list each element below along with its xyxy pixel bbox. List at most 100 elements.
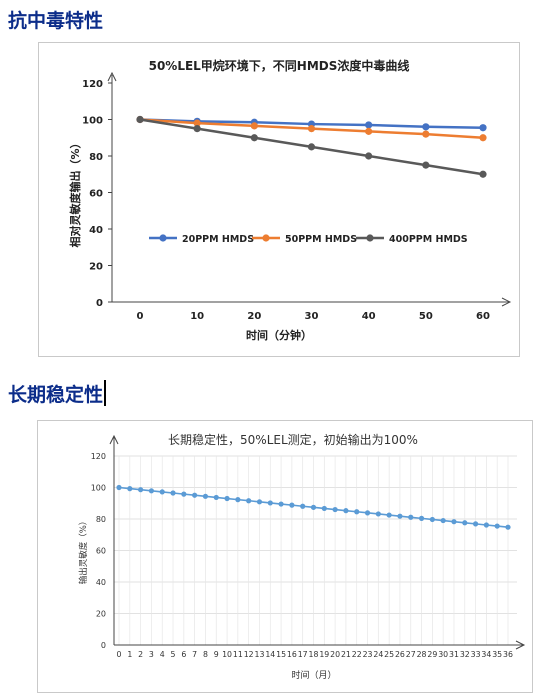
y-tick-label: 0 xyxy=(101,641,106,650)
x-tick-label: 24 xyxy=(373,650,383,659)
chart-title: 50%LEL甲烷环境下，不同HMDS浓度中毒曲线 xyxy=(149,58,410,73)
data-point xyxy=(494,523,500,529)
data-point xyxy=(505,524,511,530)
data-point xyxy=(397,513,403,519)
x-tick-label: 9 xyxy=(214,650,219,659)
y-tick-label: 80 xyxy=(96,515,106,524)
data-point xyxy=(148,488,155,494)
data-point xyxy=(321,505,327,512)
x-tick-label: 8 xyxy=(203,650,208,659)
data-point xyxy=(422,130,430,138)
stability-title-text: 长期稳定性 xyxy=(8,384,104,406)
y-tick-label: 100 xyxy=(82,116,103,127)
data-point xyxy=(365,121,373,129)
data-point xyxy=(365,152,373,160)
data-point xyxy=(310,504,317,510)
data-point xyxy=(235,497,241,503)
data-point xyxy=(250,122,258,130)
x-tick-label: 5 xyxy=(171,650,176,659)
x-tick-label: 22 xyxy=(352,650,362,659)
data-point xyxy=(422,123,430,131)
data-point xyxy=(256,499,263,505)
y-tick-label: 80 xyxy=(89,152,103,163)
x-tick-label: 11 xyxy=(233,650,243,659)
y-axis-arrow xyxy=(107,71,117,82)
x-tick-label: 0 xyxy=(117,650,122,659)
y-axis-label: 相对灵敏度输出（%） xyxy=(68,137,82,247)
data-point xyxy=(138,487,144,493)
data-point xyxy=(192,492,198,498)
legend-label: 20PPM HMDS xyxy=(182,234,254,245)
y-tick-label: 0 xyxy=(96,298,103,309)
x-tick-label: 31 xyxy=(449,650,459,659)
y-tick-label: 20 xyxy=(89,262,103,273)
y-tick-label: 40 xyxy=(96,578,106,587)
y-tick-label: 120 xyxy=(82,79,103,90)
x-axis-arrow xyxy=(515,640,526,650)
data-point xyxy=(127,486,133,492)
data-point xyxy=(440,517,446,524)
x-tick-label: 29 xyxy=(427,650,437,659)
data-point xyxy=(193,119,201,127)
data-point xyxy=(300,503,306,509)
x-tick-label: 35 xyxy=(492,650,502,659)
data-point xyxy=(354,509,360,515)
data-point xyxy=(365,127,373,135)
data-point xyxy=(364,510,371,516)
data-point xyxy=(224,495,230,502)
data-point xyxy=(472,521,479,527)
data-point xyxy=(267,500,273,506)
x-tick-label: 17 xyxy=(298,650,308,659)
data-point xyxy=(375,511,381,517)
section-title-stability: 长期稳定性 xyxy=(8,380,107,407)
x-tick-label: 3 xyxy=(149,650,154,659)
x-tick-label: 26 xyxy=(395,650,405,659)
x-tick-label: 2 xyxy=(138,650,143,659)
data-point xyxy=(193,125,201,133)
data-point xyxy=(408,514,414,520)
legend-label: 400PPM HMDS xyxy=(389,234,468,245)
y-tick-label: 60 xyxy=(89,189,103,200)
x-tick-label: 33 xyxy=(471,650,481,659)
x-tick-label: 27 xyxy=(406,650,416,659)
data-point xyxy=(418,515,425,521)
data-point xyxy=(429,516,435,523)
x-tick-label: 20 xyxy=(330,650,340,659)
x-tick-label: 4 xyxy=(160,650,165,659)
x-tick-label: 21 xyxy=(341,650,351,659)
poisoning-chart: 50%LEL甲烷环境下，不同HMDS浓度中毒曲线 0 20 40 60 80 100 120 0… xyxy=(68,58,512,342)
data-point xyxy=(289,502,295,508)
data-point xyxy=(250,134,258,142)
data-point xyxy=(181,491,187,497)
x-tick-label: 34 xyxy=(481,650,491,659)
x-tick-label: 28 xyxy=(417,650,427,659)
x-tick-label: 14 xyxy=(265,650,275,659)
x-tick-label: 60 xyxy=(476,311,490,322)
data-point xyxy=(116,484,122,491)
legend-marker xyxy=(262,234,270,242)
data-point xyxy=(278,501,284,507)
x-tick-label: 16 xyxy=(287,650,297,659)
y-axis-arrow xyxy=(109,434,119,445)
x-tick-label: 10 xyxy=(222,650,232,659)
section-title-poison-resistance: 抗中毒特性 xyxy=(8,10,104,32)
stability-chart-frame: 长期稳定性，50%LEL测定，初始输出为100% 0 20 40 60 80 100 120 0… xyxy=(37,420,533,693)
data-point xyxy=(422,161,430,169)
chart-title: 长期稳定性，50%LEL测定，初始输出为100% xyxy=(168,432,418,447)
data-point xyxy=(462,520,468,526)
data-point xyxy=(332,506,338,513)
legend-label: 50PPM HMDS xyxy=(285,234,357,245)
data-point xyxy=(246,498,252,504)
x-tick-label: 23 xyxy=(363,650,373,659)
x-tick-label: 32 xyxy=(460,650,470,659)
x-tick-label: 36 xyxy=(503,650,513,659)
y-tick-label: 20 xyxy=(96,610,106,619)
x-tick-label: 19 xyxy=(319,650,329,659)
data-point xyxy=(202,493,209,499)
y-tick-label: 100 xyxy=(91,484,106,493)
data-point xyxy=(170,490,176,496)
data-point xyxy=(307,125,316,133)
y-tick-label: 120 xyxy=(91,452,106,461)
data-point xyxy=(159,489,165,495)
x-tick-label: 1 xyxy=(127,650,132,659)
